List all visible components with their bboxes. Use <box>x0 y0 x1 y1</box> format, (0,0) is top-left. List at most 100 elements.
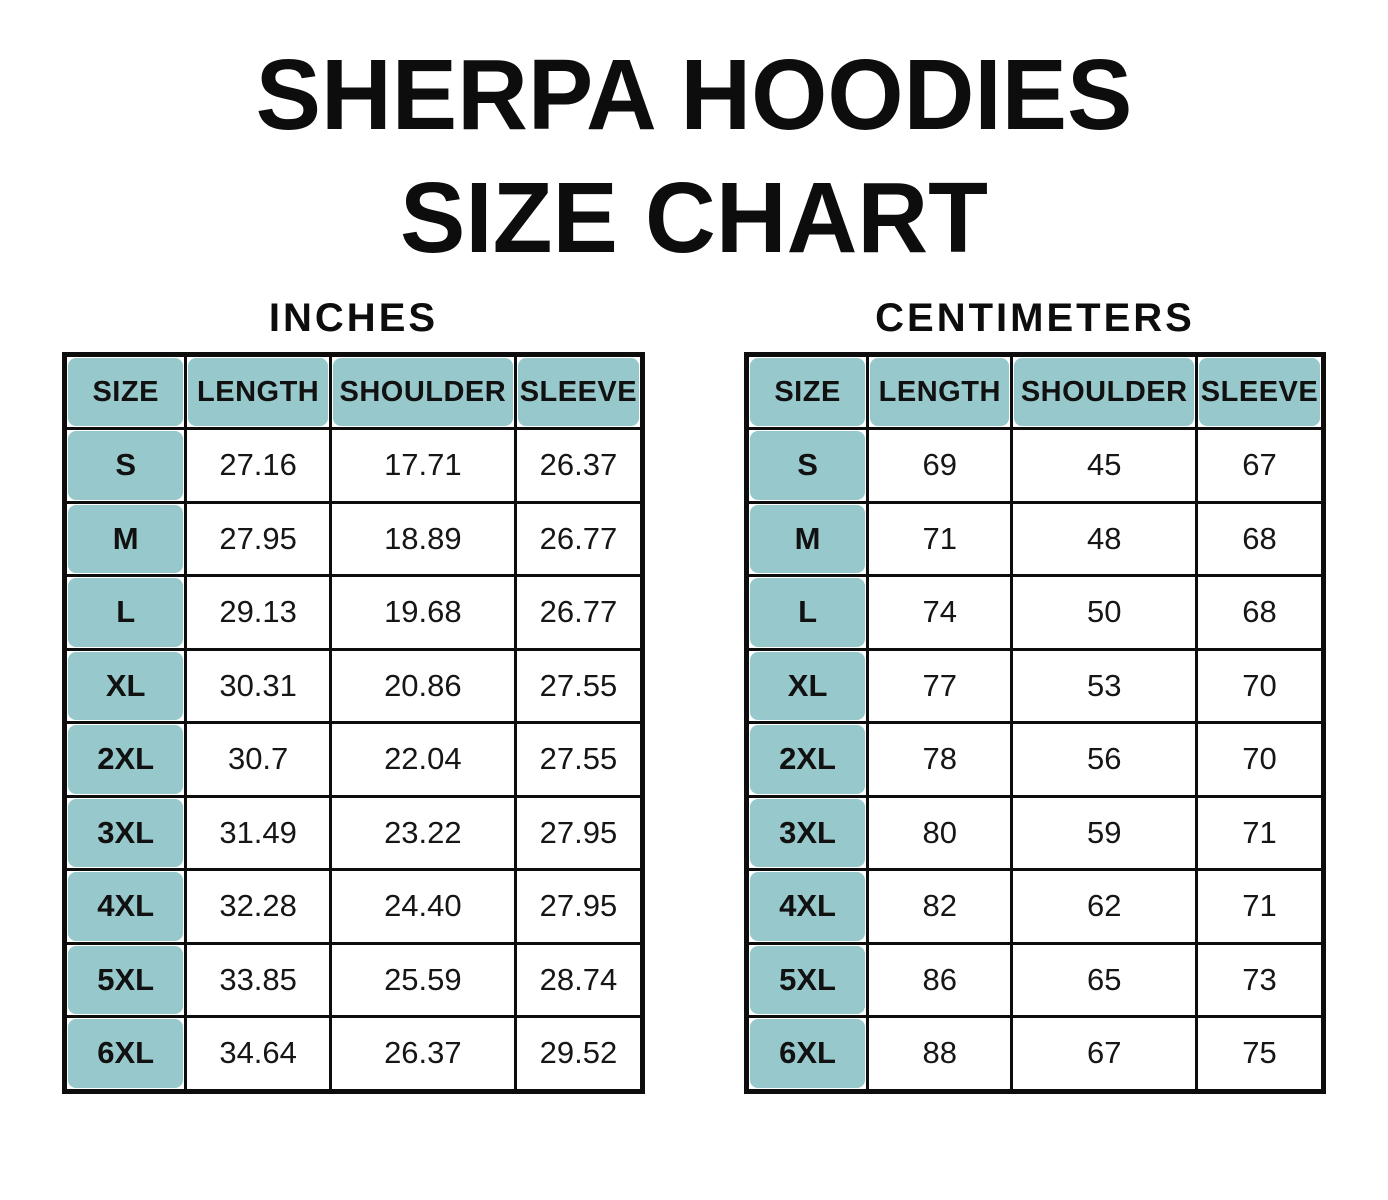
table-row: XL 77 53 70 <box>744 647 1325 724</box>
table-row: 4XL 32.28 24.40 27.95 <box>62 868 645 945</box>
inches-table-title: INCHES <box>268 296 439 340</box>
value-cell: 75 <box>1195 1015 1325 1093</box>
table-row: 3XL 80 59 71 <box>744 794 1325 871</box>
centimeters-table-section: CENTIMETERS SIZE LENGTH SHOULDER SLEEVE S 69… <box>744 294 1326 1094</box>
size-cell-label: 3XL <box>779 814 836 850</box>
value-cell: 59 <box>1010 794 1199 871</box>
page-title-line-2: SIZE CHART <box>400 162 988 274</box>
value-cell: 27.16 <box>184 427 332 504</box>
value-cell: 25.59 <box>328 941 517 1018</box>
inches-table-section: INCHES SIZE LENGTH SHOULDER SLEEVE S 27.16 17… <box>62 294 645 1094</box>
value-cell: 29.13 <box>184 574 332 651</box>
size-cell-label: S <box>115 447 137 483</box>
table-row: L 74 50 68 <box>744 574 1325 651</box>
value-cell: 31.49 <box>184 794 332 871</box>
size-cell-label: 5XL <box>97 961 155 997</box>
table-row: 6XL 34.64 26.37 29.52 <box>62 1015 645 1093</box>
table-row: 5XL 33.85 25.59 28.74 <box>62 941 645 1018</box>
value-cell: 71 <box>1195 868 1325 945</box>
value-cell: 67 <box>1195 427 1325 504</box>
size-cell-label: 6XL <box>779 1035 836 1071</box>
size-cell-label: S <box>797 447 818 483</box>
value-cell: 23.22 <box>328 794 517 871</box>
value-cell: 33.85 <box>184 941 332 1018</box>
value-cell: 30.31 <box>184 647 332 724</box>
value-cell: 67 <box>1010 1015 1199 1093</box>
table-row: XL 30.31 20.86 27.55 <box>62 647 645 724</box>
value-cell: 24.40 <box>328 868 517 945</box>
header-row: SIZE LENGTH SHOULDER SLEEVE <box>62 353 645 430</box>
value-cell: 74 <box>866 574 1014 651</box>
value-cell: 26.77 <box>513 500 645 577</box>
value-cell: 28.74 <box>513 941 645 1018</box>
header-cell-label: SHOULDER <box>1020 375 1188 408</box>
size-cell: L <box>62 574 188 651</box>
size-cell-label: 2XL <box>97 741 155 777</box>
size-cell: S <box>744 427 870 504</box>
value-cell: 18.89 <box>328 500 517 577</box>
header-cell-sleeve: SLEEVE <box>513 353 645 430</box>
size-cell: 6XL <box>62 1015 188 1093</box>
size-cell-label: 4XL <box>97 888 155 924</box>
value-cell: 48 <box>1010 500 1199 577</box>
table-row: 6XL 88 67 75 <box>744 1015 1325 1093</box>
header-cell-size: SIZE <box>744 353 870 430</box>
size-cell: 2XL <box>62 721 188 798</box>
value-cell: 45 <box>1010 427 1199 504</box>
header-row: SIZE LENGTH SHOULDER SLEEVE <box>744 353 1325 430</box>
table-row: S 27.16 17.71 26.37 <box>62 427 645 504</box>
value-cell: 19.68 <box>328 574 517 651</box>
header-cell-label: SIZE <box>92 375 159 408</box>
size-cell: 4XL <box>744 868 870 945</box>
value-cell: 82 <box>866 868 1014 945</box>
header-cell-label: LENGTH <box>197 375 320 408</box>
size-cell-label: 3XL <box>97 814 155 850</box>
value-cell: 86 <box>866 941 1014 1018</box>
value-cell: 27.55 <box>513 721 645 798</box>
size-cell: 6XL <box>744 1015 870 1093</box>
size-cell: 5XL <box>62 941 188 1018</box>
value-cell: 68 <box>1195 574 1325 651</box>
value-cell: 34.64 <box>184 1015 332 1093</box>
table-row: S 69 45 67 <box>744 427 1325 504</box>
value-cell: 53 <box>1010 647 1199 724</box>
size-cell-label: L <box>116 594 136 630</box>
size-cell: XL <box>744 647 870 724</box>
size-cell: 2XL <box>744 721 870 798</box>
value-cell: 26.37 <box>513 427 645 504</box>
size-cell: L <box>744 574 870 651</box>
value-cell: 27.55 <box>513 647 645 724</box>
value-cell: 77 <box>866 647 1014 724</box>
value-cell: 56 <box>1010 721 1199 798</box>
value-cell: 71 <box>1195 794 1325 871</box>
table-row: M 27.95 18.89 26.77 <box>62 500 645 577</box>
value-cell: 71 <box>866 500 1014 577</box>
size-cell: 4XL <box>62 868 188 945</box>
value-cell: 20.86 <box>328 647 517 724</box>
size-cell: M <box>744 500 870 577</box>
header-cell-size: SIZE <box>62 353 188 430</box>
value-cell: 27.95 <box>513 794 645 871</box>
size-cell: M <box>62 500 188 577</box>
value-cell: 80 <box>866 794 1014 871</box>
centimeters-table-title: CENTIMETERS <box>875 296 1195 340</box>
size-cell-label: L <box>798 594 818 630</box>
value-cell: 88 <box>866 1015 1014 1093</box>
value-cell: 27.95 <box>513 868 645 945</box>
table-row: 5XL 86 65 73 <box>744 941 1325 1018</box>
size-cell-label: M <box>112 520 139 556</box>
value-cell: 30.7 <box>184 721 332 798</box>
size-cell: XL <box>62 647 188 724</box>
header-cell-label: SLEEVE <box>1200 375 1319 408</box>
table-row: 2XL 30.7 22.04 27.55 <box>62 721 645 798</box>
size-cell-label: XL <box>105 667 146 703</box>
header-cell-label: SHOULDER <box>339 375 507 408</box>
value-cell: 26.37 <box>328 1015 517 1093</box>
size-cell-label: M <box>794 520 821 556</box>
size-cell: 3XL <box>744 794 870 871</box>
value-cell: 70 <box>1195 721 1325 798</box>
size-cell: 3XL <box>62 794 188 871</box>
page-title: SHERPA HOODIES SIZE CHART <box>14 34 1374 280</box>
header-cell-shoulder: SHOULDER <box>1010 353 1199 430</box>
